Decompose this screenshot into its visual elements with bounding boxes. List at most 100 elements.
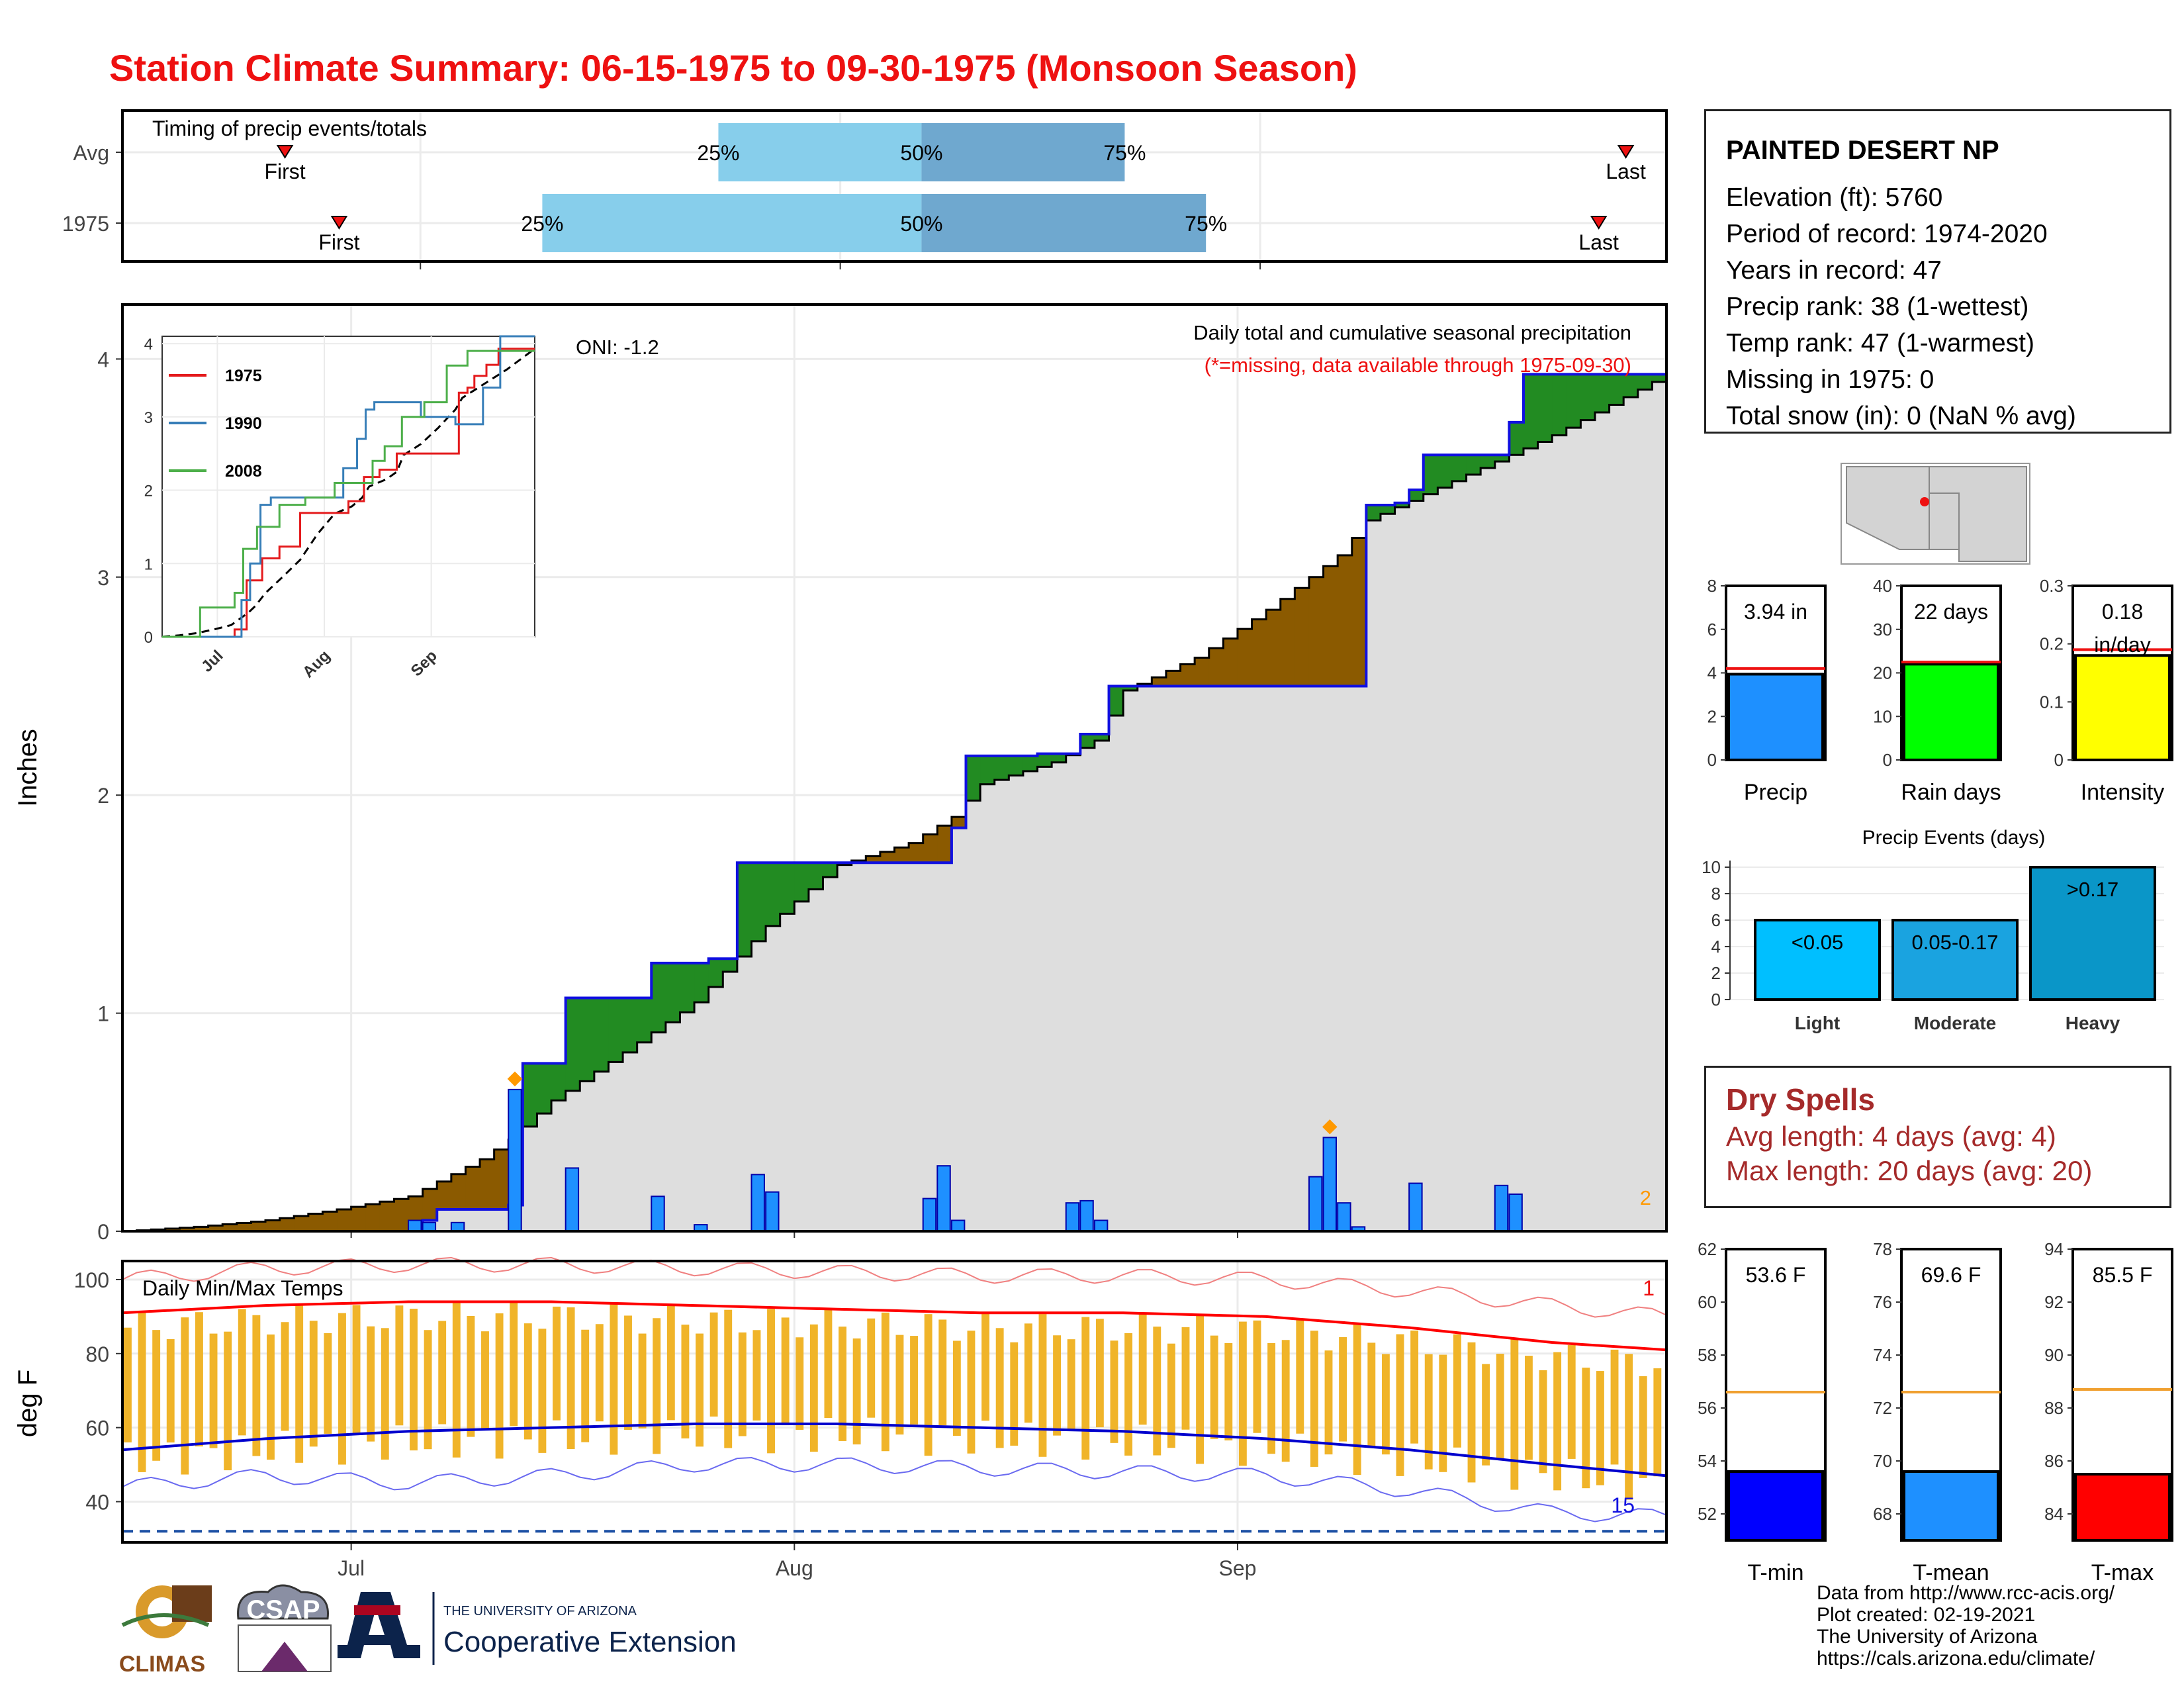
precip-ytick-label: 2 <box>97 784 109 808</box>
daily-temp-range-bar <box>967 1331 976 1454</box>
temp-summary-0-ytick-label: 62 <box>1698 1239 1717 1259</box>
daily-temp-range-bar <box>467 1315 475 1437</box>
station-snow: Total snow (in): 0 (NaN % avg) <box>1726 402 2076 430</box>
below-average-fill <box>1152 677 1167 686</box>
station-period: Period of record: 1974-2020 <box>1726 220 2048 248</box>
oni-annotation: ONI: -1.2 <box>576 336 659 359</box>
daily-temp-range-bar <box>181 1317 189 1475</box>
above-average-fill <box>651 962 666 1033</box>
daily-temp-range-bar <box>553 1306 561 1421</box>
above-average-fill <box>594 998 609 1072</box>
precip-summary-0-ytick-label: 8 <box>1707 576 1717 596</box>
precip-summary-1-ytick-label: 0 <box>1883 750 1892 770</box>
timing-q2-bar <box>921 194 1206 252</box>
above-average-fill <box>1637 374 1653 390</box>
daily-temp-range-bar <box>152 1330 161 1461</box>
above-average-fill <box>1537 374 1553 442</box>
station-temp-rank: Temp rank: 47 (1-warmest) <box>1726 329 2034 357</box>
below-average-fill <box>1208 648 1224 686</box>
above-average-fill <box>694 962 709 1003</box>
daily-temp-range-bar <box>1610 1349 1619 1465</box>
station-missing: Missing in 1975: 0 <box>1726 365 1934 394</box>
below-average-fill <box>866 856 881 863</box>
above-average-fill <box>766 863 781 926</box>
daily-temp-range-bar <box>981 1313 989 1421</box>
below-average-fill <box>494 1149 509 1210</box>
ua-logo: THE UNIVERSITY OF ARIZONA Cooperative Ex… <box>338 1592 737 1665</box>
above-average-fill <box>1080 733 1095 748</box>
below-average-fill <box>880 851 895 863</box>
above-average-fill <box>1480 455 1496 469</box>
precip-summary-0-bar <box>1727 673 1824 761</box>
page-title: Station Climate Summary: 06-15-1975 to 0… <box>109 47 1357 89</box>
timing-panel-title: Timing of precip events/totals <box>152 117 427 140</box>
above-average-fill <box>966 755 981 801</box>
event-bar <box>1891 919 2019 1001</box>
daily-temp-range-bar <box>1124 1333 1133 1456</box>
daily-temp-range-bar <box>1653 1368 1662 1477</box>
daily-temp-range-bar <box>995 1328 1004 1448</box>
below-average-fill <box>923 834 938 863</box>
event-bar <box>1754 919 1881 1001</box>
daily-temp-range-bar <box>1281 1340 1290 1462</box>
daily-temp-range-bar <box>367 1326 375 1442</box>
daily-temp-range-bar <box>295 1304 304 1463</box>
daily-temp-range-bar <box>1110 1340 1118 1443</box>
daily-temp-range-bar <box>438 1321 447 1425</box>
above-average-fill <box>1109 686 1124 716</box>
below-average-fill <box>1195 657 1210 686</box>
below-average-fill <box>379 1201 394 1231</box>
above-average-fill <box>751 863 766 941</box>
event-bar-label: >0.17 <box>2067 878 2118 901</box>
events-ytick-label: 8 <box>1711 884 1721 904</box>
precip-summary-1-ytick-label: 10 <box>1873 706 1892 726</box>
daily-precip-bar <box>1308 1176 1323 1233</box>
above-average-fill <box>1380 505 1396 514</box>
daily-temp-range-bar <box>1253 1320 1261 1433</box>
daily-temp-range-bar <box>624 1315 632 1430</box>
daily-temp-range-bar <box>1167 1343 1175 1448</box>
flagged-day-marker <box>1322 1119 1338 1135</box>
below-average-fill <box>251 1221 266 1231</box>
precip-ytick-label: 3 <box>97 566 109 590</box>
above-average-fill <box>1437 455 1453 488</box>
daily-temp-range-bar <box>1181 1327 1190 1430</box>
daily-temp-range-bar <box>1038 1314 1047 1457</box>
below-average-fill <box>337 1209 352 1231</box>
precip-chart-title: Daily total and cumulative seasonal prec… <box>1193 321 1631 344</box>
daily-precip-bar <box>1322 1137 1337 1232</box>
tmin-average-line <box>122 1423 1667 1477</box>
precip-ytick-label: 1 <box>97 1002 109 1026</box>
temp-ytick-label: 40 <box>85 1490 109 1514</box>
logos: CLIMAS CSAP THE UNIVERSITY OF ARIZONA Co… <box>119 1584 737 1677</box>
precip-ytick-label: 0 <box>97 1220 109 1244</box>
station-elevation: Elevation (ft): 5760 <box>1726 183 1943 212</box>
precip-summary-0-ytick-label: 0 <box>1707 750 1717 770</box>
daily-precip-bar <box>751 1174 765 1232</box>
dry-spells-avg: Avg length: 4 days (avg: 4) <box>1726 1121 2056 1152</box>
daily-precip-bar <box>950 1219 966 1233</box>
temp-y-label: deg F <box>13 1370 42 1437</box>
below-average-fill <box>465 1166 480 1210</box>
daily-temp-range-bar <box>1625 1354 1633 1500</box>
daily-temp-range-bar <box>824 1309 833 1419</box>
daily-temp-range-bar <box>338 1313 346 1465</box>
daily-temp-range-bar <box>567 1307 575 1449</box>
daily-temp-range-bar <box>238 1309 246 1436</box>
above-average-fill <box>1652 374 1667 382</box>
daily-temp-range-bar <box>281 1322 289 1431</box>
daily-temp-range-bar <box>538 1329 547 1453</box>
station-years: Years in record: 47 <box>1726 256 1942 285</box>
daily-temp-range-bar <box>252 1315 261 1456</box>
temp-summary-2-ytick-label: 88 <box>2044 1398 2064 1418</box>
below-average-fill <box>1280 598 1295 686</box>
daily-temp-range-bar <box>910 1336 918 1425</box>
above-average-fill <box>780 863 795 914</box>
below-average-fill <box>322 1211 338 1231</box>
daily-precip-bar <box>565 1167 580 1232</box>
temp-summary-2-bar <box>2074 1473 2171 1542</box>
above-average-fill <box>665 962 680 1023</box>
below-average-fill <box>937 825 952 863</box>
precip-summary-2-value-label: 0.18 <box>2102 600 2143 624</box>
